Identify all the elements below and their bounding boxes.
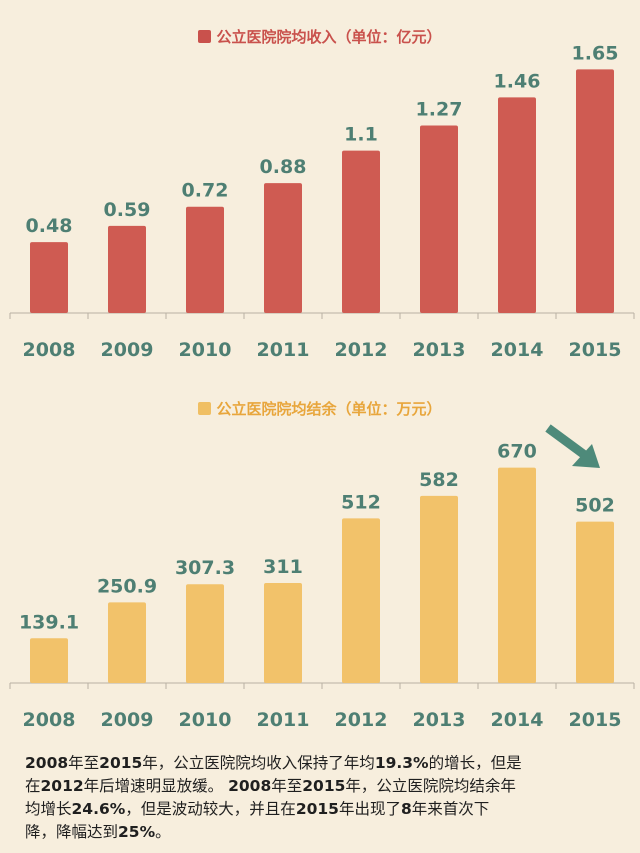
- income-value-label-2010: 0.72: [182, 180, 229, 202]
- surplus-value-label-2015: 502: [575, 495, 615, 517]
- note-run: 24.6%: [71, 800, 126, 818]
- surplus-bar-2012: [342, 518, 380, 683]
- note-run: 年来首次下: [411, 800, 490, 818]
- summary-note: 2008年至2015年，公立医院院均收入保持了年均19.3%的增长，但是 在201…: [25, 752, 620, 844]
- note-run: 年，公立医院院均结余年: [345, 777, 516, 795]
- surplus-value-label-2010: 307.3: [175, 557, 235, 579]
- income-bar-2015: [576, 69, 614, 313]
- down-arrow-icon: [545, 424, 600, 468]
- income-tick-label-2014: 2014: [491, 339, 544, 361]
- surplus-bar-2009: [108, 602, 146, 683]
- income-bar-2013: [420, 125, 458, 313]
- note-run: 2008: [228, 777, 272, 795]
- income-tick-label-2015: 2015: [569, 339, 622, 361]
- surplus-value-label-2011: 311: [263, 556, 303, 578]
- note-run: 年，公立医院院均收入保持了年均: [142, 754, 375, 772]
- note-run: 年后增速明显放缓。: [83, 777, 229, 795]
- note-run: 的增长，但是: [428, 754, 522, 772]
- surplus-value-label-2008: 139.1: [19, 611, 79, 633]
- note-run: 均增长: [25, 800, 72, 818]
- surplus-value-label-2014: 670: [497, 441, 537, 463]
- surplus-chart: 139.1 2008 250.9 2009 307.3 2010 311 2011 512 201…: [0, 370, 640, 740]
- surplus-bar-2010: [186, 584, 224, 683]
- note-run: 年出现了: [338, 800, 401, 818]
- income-bar-2011: [264, 183, 302, 313]
- income-value-label-2012: 1.1: [344, 124, 378, 146]
- surplus-legend-swatch: [198, 402, 212, 415]
- surplus-value-label-2013: 582: [419, 469, 459, 491]
- income-legend-swatch: [198, 30, 212, 43]
- surplus-bar-2008: [30, 638, 68, 683]
- note-run: 年至: [68, 754, 100, 772]
- note-run: 2012: [40, 777, 84, 795]
- note-run: 2015: [99, 754, 143, 772]
- surplus-chart-title: 公立医院院均结余（单位：万元）: [216, 400, 442, 418]
- note-run: 8: [400, 800, 412, 818]
- note-run: 2015: [302, 777, 346, 795]
- note-run: 年至: [271, 777, 303, 795]
- income-bar-2009: [108, 225, 146, 313]
- note-run: 降，降幅达到: [25, 823, 119, 841]
- income-bar-2010: [186, 206, 224, 313]
- note-run: 。: [155, 823, 171, 841]
- income-chart-svg: 0.48 2008 0.59 2009 0.72 2010 0.88 2011 1.1 2012 1…: [9, 42, 635, 361]
- surplus-value-label-2012: 512: [341, 491, 381, 513]
- surplus-bar-2011: [264, 583, 302, 683]
- income-tick-label-2008: 2008: [23, 339, 76, 361]
- surplus-chart-legend: 公立医院院均结余（单位：万元）: [0, 398, 640, 419]
- income-tick-label-2012: 2012: [335, 339, 388, 361]
- surplus-chart-svg: 139.1 2008 250.9 2009 307.3 2010 311 2011 512 201…: [9, 424, 635, 731]
- income-chart-legend: 公立医院院均收入（单位：亿元）: [0, 26, 640, 47]
- surplus-bar-2015: [576, 521, 614, 683]
- income-bar-2014: [498, 97, 536, 313]
- income-value-label-2014: 1.46: [494, 70, 541, 92]
- surplus-tick-label-2014: 2014: [491, 709, 544, 731]
- income-tick-label-2011: 2011: [257, 339, 310, 361]
- surplus-tick-label-2011: 2011: [257, 709, 310, 731]
- income-tick-label-2009: 2009: [101, 339, 154, 361]
- surplus-tick-label-2015: 2015: [569, 709, 622, 731]
- income-chart: 0.48 2008 0.59 2009 0.72 2010 0.88 2011 1.1 2012 1…: [0, 0, 640, 370]
- surplus-bar-2014: [498, 467, 536, 683]
- note-run: ，但是波动较大，并且在: [125, 800, 296, 818]
- income-bar-2012: [342, 150, 380, 313]
- income-value-label-2013: 1.27: [416, 98, 463, 120]
- surplus-tick-label-2010: 2010: [179, 709, 232, 731]
- income-value-label-2008: 0.48: [26, 215, 73, 237]
- surplus-tick-label-2012: 2012: [335, 709, 388, 731]
- note-run: 2015: [295, 800, 339, 818]
- note-run: 25%: [118, 823, 156, 841]
- surplus-tick-label-2013: 2013: [413, 709, 466, 731]
- income-chart-title: 公立医院院均收入（单位：亿元）: [216, 28, 442, 46]
- income-value-label-2011: 0.88: [260, 156, 307, 178]
- surplus-bar-2013: [420, 495, 458, 683]
- note-run: 2008: [25, 754, 69, 772]
- surplus-value-label-2009: 250.9: [97, 575, 157, 597]
- income-tick-label-2010: 2010: [179, 339, 232, 361]
- income-tick-label-2013: 2013: [413, 339, 466, 361]
- note-run: 19.3%: [374, 754, 429, 772]
- income-value-label-2015: 1.65: [572, 42, 619, 64]
- note-run: 在: [25, 777, 41, 795]
- surplus-tick-label-2008: 2008: [23, 709, 76, 731]
- surplus-tick-label-2009: 2009: [101, 709, 154, 731]
- income-value-label-2009: 0.59: [104, 199, 151, 221]
- income-bar-2008: [30, 242, 68, 313]
